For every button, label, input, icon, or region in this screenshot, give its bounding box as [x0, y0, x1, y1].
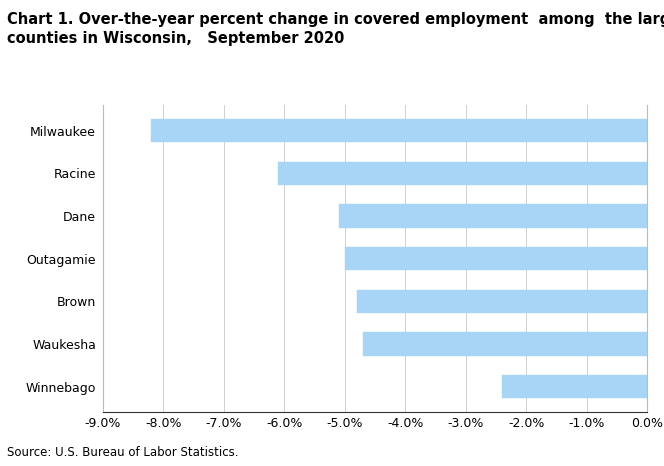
- Bar: [151, 119, 647, 142]
- Bar: [363, 332, 647, 356]
- Text: Chart 1. Over-the-year percent change in covered employment  among  the largest
: Chart 1. Over-the-year percent change in…: [7, 12, 664, 47]
- Text: Source: U.S. Bureau of Labor Statistics.: Source: U.S. Bureau of Labor Statistics.: [7, 446, 238, 459]
- Bar: [502, 375, 647, 398]
- Bar: [278, 162, 647, 185]
- Bar: [345, 247, 647, 270]
- Bar: [339, 204, 647, 228]
- Bar: [357, 289, 647, 313]
